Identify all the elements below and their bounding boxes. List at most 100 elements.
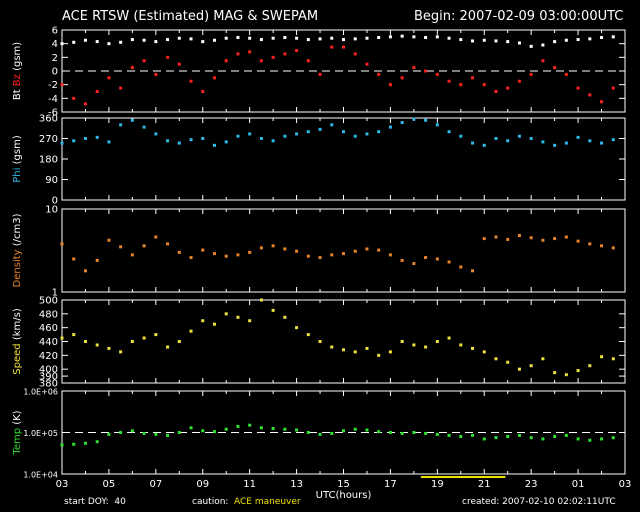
density-point [541, 238, 545, 242]
speed-point [107, 346, 111, 350]
temp-point [107, 432, 111, 436]
speed-point [72, 333, 76, 337]
speed-point [412, 343, 416, 347]
phi-point [119, 123, 123, 127]
bt-point [107, 42, 111, 46]
density-point [271, 244, 275, 248]
bt-point [154, 40, 158, 44]
density-point [494, 235, 498, 239]
temp-point [236, 424, 240, 428]
bt-point [541, 43, 545, 47]
bt-point [259, 38, 263, 42]
bz-point [600, 100, 604, 104]
bz-point [611, 86, 615, 90]
density-panel-frame [61, 208, 626, 293]
temp-point [529, 436, 533, 440]
speed-point [271, 308, 275, 312]
bt-point [377, 36, 381, 40]
bz-point [459, 83, 463, 87]
bz-point [553, 66, 557, 70]
temp-tick-label: 1.0E+06 [23, 388, 58, 397]
speed-axis-label-part: (km/s) [12, 308, 23, 343]
phi-point [271, 139, 275, 143]
mag-tick-label: 4 [52, 39, 58, 50]
density-point [177, 250, 181, 254]
phi-axis-label-part: (gsm) [12, 135, 23, 167]
x-tick-label: 03 [56, 479, 69, 490]
temp-tick-label: 1.0E+05 [23, 429, 58, 438]
speed-point [177, 340, 181, 343]
speed-tick-label: 480 [39, 309, 58, 320]
phi-point [529, 137, 533, 140]
temp-point [60, 443, 64, 447]
bt-point [424, 36, 428, 40]
temp-point [412, 431, 416, 434]
speed-point [529, 364, 533, 368]
bz-point [107, 76, 111, 80]
temp-point [142, 431, 146, 435]
phi-point [494, 137, 498, 140]
density-axis-label-part: Density [12, 249, 23, 287]
density-point [482, 237, 486, 241]
temp-point [459, 435, 463, 439]
bz-point [72, 96, 76, 100]
x-tick-label: 01 [572, 479, 585, 490]
x-tick-label: 21 [478, 479, 491, 490]
phi-point [447, 130, 451, 134]
bt-point [212, 38, 216, 42]
phi-point [388, 125, 392, 129]
speed-point [236, 315, 240, 319]
speed-point [95, 343, 99, 347]
bt-point [295, 36, 299, 40]
speed-point [224, 312, 228, 316]
density-tick-label: 1 [52, 288, 58, 299]
x-axis-label: UTC(hours) [316, 490, 372, 501]
phi-point [330, 123, 334, 127]
speed-point [588, 364, 592, 368]
temp-tick-label: 1.0E+04 [23, 471, 58, 480]
speed-tick-label: 380 [39, 379, 58, 390]
bz-point [130, 66, 134, 70]
density-point [318, 256, 322, 260]
bt-point [224, 36, 228, 40]
bt-point [564, 38, 568, 42]
speed-point [189, 329, 193, 333]
bt-point [166, 38, 170, 42]
speed-point [564, 373, 568, 377]
speed-point [400, 340, 404, 343]
temp-point [471, 433, 475, 437]
bt-point [236, 36, 240, 40]
phi-point [611, 138, 615, 142]
phi-point [259, 137, 263, 140]
phi-point [600, 141, 604, 145]
speed-point [576, 369, 580, 373]
maneuver-bar [420, 476, 506, 478]
temp-point [201, 429, 205, 433]
bz-point [517, 79, 521, 83]
density-point [212, 252, 216, 256]
density-point [471, 269, 475, 273]
density-point [459, 265, 463, 269]
speed-axis-label-part: Speed [12, 343, 23, 374]
speed-point [600, 355, 604, 359]
bt-point [119, 40, 123, 44]
phi-point [506, 139, 510, 143]
temp-axis-label-part: (K) [12, 410, 23, 428]
density-point [107, 238, 111, 242]
temp-point [600, 437, 604, 441]
density-axis-label-part: (/cm3) [12, 213, 23, 249]
temp-point [588, 438, 592, 442]
x-tick-label: 13 [290, 479, 303, 490]
temp-point [154, 432, 158, 436]
density-point [377, 248, 381, 252]
density-point [189, 256, 193, 260]
density-point [424, 256, 428, 260]
x-tick-label: 09 [196, 479, 209, 490]
temp-point [541, 437, 545, 441]
temp-point [611, 436, 615, 440]
bt-point [83, 38, 87, 42]
density-point [447, 260, 451, 264]
bz-point [482, 83, 486, 87]
density-point [564, 235, 568, 239]
bz-point [400, 76, 404, 80]
